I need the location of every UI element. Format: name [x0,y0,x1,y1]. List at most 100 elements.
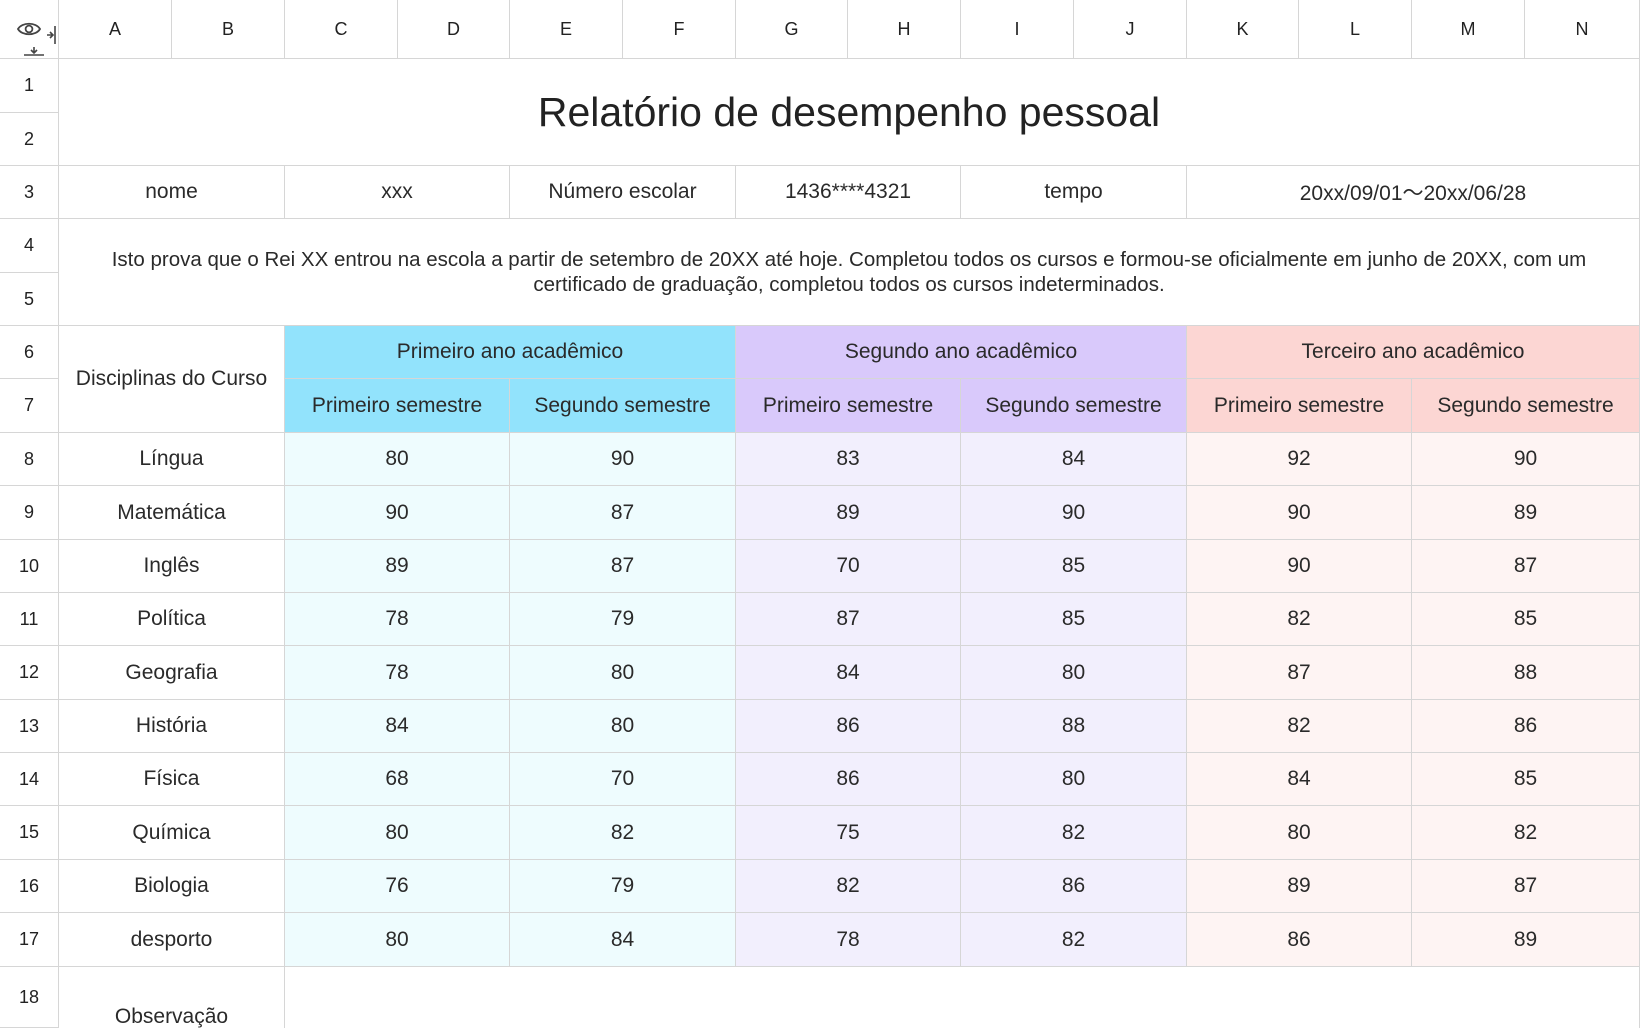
grade-cell[interactable]: 89 [736,486,961,540]
grade-cell[interactable]: 87 [1412,860,1640,913]
column-header-h[interactable]: H [848,0,961,59]
row-header-13[interactable]: 13 [0,700,59,753]
row-header-14[interactable]: 14 [0,753,59,806]
column-header-a[interactable]: A [59,0,172,59]
select-all-corner[interactable] [0,0,71,71]
grade-cell[interactable]: 87 [510,486,736,540]
column-header-j[interactable]: J [1074,0,1187,59]
column-header-c[interactable]: C [285,0,398,59]
subject-name[interactable]: Geografia [59,646,285,700]
semester-header[interactable]: Segundo semestre [1412,379,1640,433]
subject-name[interactable]: Inglês [59,540,285,593]
grade-cell[interactable]: 88 [961,700,1187,753]
row-header-10[interactable]: 10 [0,540,59,593]
row-header-6[interactable]: 6 [0,326,59,379]
grade-cell[interactable]: 80 [285,806,510,860]
row-header-17[interactable]: 17 [0,913,59,967]
row-header-11[interactable]: 11 [0,593,59,646]
subject-name[interactable]: Língua [59,433,285,486]
column-header-b[interactable]: B [172,0,285,59]
subject-name[interactable]: Política [59,593,285,646]
page-title[interactable]: Relatório de desempenho pessoal [59,59,1640,166]
name-value[interactable]: xxx [285,166,510,219]
grade-cell[interactable]: 84 [961,433,1187,486]
grade-cell[interactable]: 86 [736,700,961,753]
certificate-statement[interactable]: Isto prova que o Rei XX entrou na escola… [59,219,1640,326]
column-header-i[interactable]: I [961,0,1074,59]
row-header-2[interactable]: 2 [0,113,59,166]
name-label[interactable]: nome [59,166,285,219]
row-header-5[interactable]: 5 [0,273,59,326]
grade-cell[interactable]: 86 [1187,913,1412,967]
subject-name[interactable]: desporto [59,913,285,967]
grade-cell[interactable]: 84 [1187,753,1412,806]
semester-header[interactable]: Segundo semestre [961,379,1187,433]
grade-cell[interactable]: 90 [285,486,510,540]
grade-cell[interactable]: 78 [285,593,510,646]
grade-cell[interactable]: 90 [1187,486,1412,540]
grade-cell[interactable]: 82 [961,806,1187,860]
grade-cell[interactable]: 82 [1412,806,1640,860]
row-header-16[interactable]: 16 [0,860,59,913]
grade-cell[interactable]: 90 [510,433,736,486]
grade-cell[interactable]: 90 [961,486,1187,540]
semester-header[interactable]: Primeiro semestre [1187,379,1412,433]
grade-cell[interactable]: 82 [1187,700,1412,753]
observation-label[interactable]: Observação [59,967,285,1028]
school-number-value[interactable]: 1436****4321 [736,166,961,219]
grade-cell[interactable]: 83 [736,433,961,486]
grade-cell[interactable]: 89 [1412,486,1640,540]
column-header-d[interactable]: D [398,0,510,59]
row-header-8[interactable]: 8 [0,433,59,486]
subject-name[interactable]: Biologia [59,860,285,913]
subject-name[interactable]: História [59,700,285,753]
grade-cell[interactable]: 75 [736,806,961,860]
column-header-e[interactable]: E [510,0,623,59]
year-3-header[interactable]: Terceiro ano acadêmico [1187,326,1640,379]
column-header-l[interactable]: L [1299,0,1412,59]
row-header-12[interactable]: 12 [0,646,59,700]
subject-name[interactable]: Matemática [59,486,285,540]
grade-cell[interactable]: 87 [736,593,961,646]
subject-name[interactable]: Física [59,753,285,806]
grade-cell[interactable]: 70 [510,753,736,806]
time-value[interactable]: 20xx/09/01～20xx/06/28 [1187,166,1640,219]
grade-cell[interactable]: 80 [285,433,510,486]
grade-cell[interactable]: 90 [1187,540,1412,593]
column-header-m[interactable]: M [1412,0,1525,59]
grade-cell[interactable]: 89 [1412,913,1640,967]
grade-cell[interactable]: 80 [510,700,736,753]
grade-cell[interactable]: 82 [736,860,961,913]
grade-cell[interactable]: 84 [285,700,510,753]
grade-cell[interactable]: 76 [285,860,510,913]
grade-cell[interactable]: 78 [736,913,961,967]
column-header-k[interactable]: K [1187,0,1299,59]
row-header-7[interactable]: 7 [0,379,59,433]
school-number-label[interactable]: Número escolar [510,166,736,219]
grade-cell[interactable]: 82 [1187,593,1412,646]
eye-icon[interactable] [17,20,41,38]
grade-cell[interactable]: 85 [1412,753,1640,806]
grade-cell[interactable]: 85 [961,540,1187,593]
semester-header[interactable]: Segundo semestre [510,379,736,433]
grade-cell[interactable]: 80 [961,753,1187,806]
grade-cell[interactable]: 80 [961,646,1187,700]
grade-cell[interactable]: 78 [285,646,510,700]
column-header-n[interactable]: N [1525,0,1640,59]
semester-header[interactable]: Primeiro semestre [285,379,510,433]
grade-cell[interactable]: 79 [510,860,736,913]
grade-cell[interactable]: 87 [510,540,736,593]
time-label[interactable]: tempo [961,166,1187,219]
grade-cell[interactable]: 92 [1187,433,1412,486]
grade-cell[interactable]: 80 [510,646,736,700]
grade-cell[interactable]: 87 [1412,540,1640,593]
observation-cell[interactable] [285,967,1640,1028]
column-header-g[interactable]: G [736,0,848,59]
grade-cell[interactable]: 84 [510,913,736,967]
grade-cell[interactable]: 90 [1412,433,1640,486]
grade-cell[interactable]: 79 [510,593,736,646]
row-header-9[interactable]: 9 [0,486,59,540]
grade-cell[interactable]: 84 [736,646,961,700]
row-header-3[interactable]: 3 [0,166,59,219]
grade-cell[interactable]: 68 [285,753,510,806]
